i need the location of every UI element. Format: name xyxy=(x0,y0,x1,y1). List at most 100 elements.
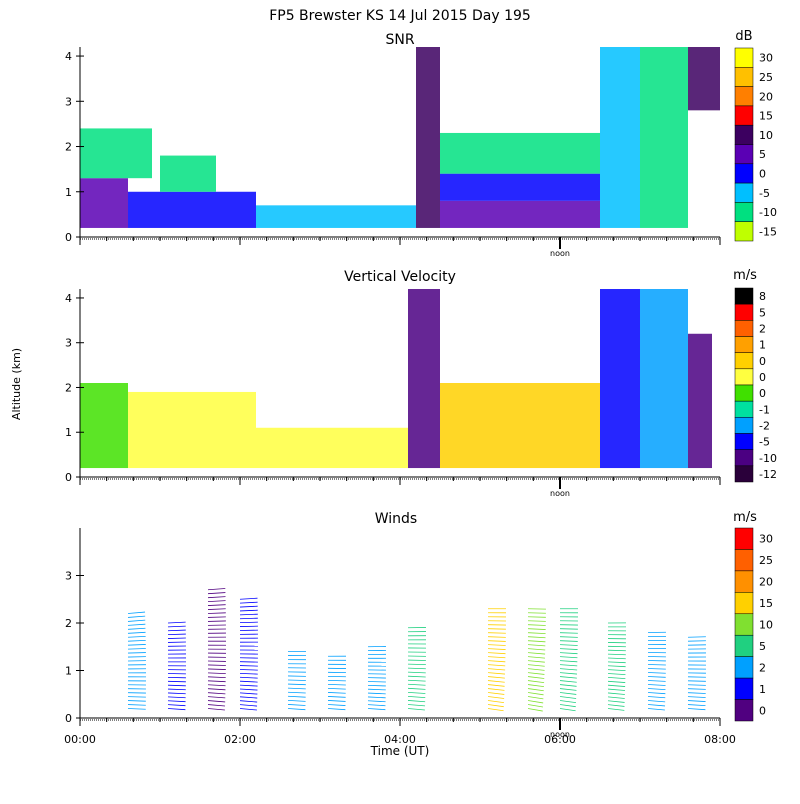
colorbar-swatch-snr xyxy=(735,222,753,241)
colorbar-label-vertical-velocity: 0 xyxy=(759,371,766,384)
colorbar-label-vertical-velocity: -2 xyxy=(759,419,770,432)
colorbar-swatch-snr xyxy=(735,202,753,221)
colorbar-swatch-winds xyxy=(735,657,753,678)
colorbar-label-vertical-velocity: 5 xyxy=(759,306,766,319)
colorbar-label-vertical-velocity: 0 xyxy=(759,387,766,400)
colorbar-swatch-vertical-velocity xyxy=(735,304,753,320)
colorbar-label-snr: 20 xyxy=(759,90,773,103)
wind-barb xyxy=(688,681,706,682)
colorbar-label-vertical-velocity: 2 xyxy=(759,322,766,335)
y-tick-label-winds: 3 xyxy=(65,570,72,583)
panel-title-winds: Winds xyxy=(375,511,417,527)
field-patch-snr-4 xyxy=(256,205,416,228)
colorbar-swatch-winds xyxy=(735,678,753,699)
wind-barb xyxy=(208,665,226,666)
x-axis-label: Time (UT) xyxy=(370,744,430,758)
wind-barb xyxy=(128,697,146,698)
x-tick-label: 00:00 xyxy=(64,733,96,746)
colorbar-label-snr: 10 xyxy=(759,129,773,142)
colorbar-label-snr: 5 xyxy=(759,148,766,161)
y-tick-label-winds: 1 xyxy=(65,665,72,678)
colorbar-swatch-winds xyxy=(735,528,753,549)
colorbar-label-snr: 30 xyxy=(759,52,773,65)
wind-barb xyxy=(488,633,506,634)
y-tick-label-vertical-velocity: 4 xyxy=(65,292,72,305)
y-tick-label-vertical-velocity: 1 xyxy=(65,426,72,439)
colorbar-label-winds: 5 xyxy=(759,640,766,653)
field-patch-snr-11 xyxy=(688,47,720,110)
colorbar-swatch-vertical-velocity xyxy=(735,353,753,369)
wind-barb xyxy=(240,622,258,623)
wind-barb xyxy=(168,681,186,682)
colorbar-units-vertical-velocity: m/s xyxy=(733,268,757,283)
colorbar-label-winds: 1 xyxy=(759,683,766,696)
wind-barb xyxy=(560,633,578,634)
colorbar-units-snr: dB xyxy=(735,29,752,44)
colorbar-units-winds: m/s xyxy=(733,510,757,525)
field-patch-snr-6 xyxy=(440,201,600,228)
colorbar-swatch-snr xyxy=(735,164,753,183)
colorbar-swatch-winds xyxy=(735,592,753,613)
panel-title-vertical-velocity: Vertical Velocity xyxy=(344,269,456,285)
wind-barb xyxy=(240,666,258,667)
colorbar-label-snr: -5 xyxy=(759,187,770,200)
colorbar-swatch-winds xyxy=(735,635,753,656)
colorbar-swatch-snr xyxy=(735,125,753,144)
field-patch-snr-9 xyxy=(600,47,640,228)
y-tick-label-snr: 3 xyxy=(65,95,72,108)
field-patch-vertical-velocity-2 xyxy=(256,428,408,468)
colorbar-swatch-vertical-velocity xyxy=(735,466,753,482)
field-patch-vertical-velocity-7 xyxy=(688,334,712,468)
colorbar-label-winds: 0 xyxy=(759,704,766,717)
wind-barb xyxy=(688,637,706,638)
colorbar-swatch-winds xyxy=(735,571,753,592)
colorbar-swatch-vertical-velocity xyxy=(735,417,753,433)
panel-title-snr: SNR xyxy=(385,32,414,48)
colorbar-label-winds: 10 xyxy=(759,619,773,632)
wind-barb xyxy=(208,621,226,622)
colorbar-label-winds: 30 xyxy=(759,533,773,546)
colorbar-swatch-snr xyxy=(735,48,753,67)
colorbar-swatch-vertical-velocity xyxy=(735,434,753,450)
y-tick-label-snr: 4 xyxy=(65,50,72,63)
wind-barb xyxy=(328,680,346,681)
colorbar-swatch-vertical-velocity xyxy=(735,385,753,401)
wind-barb xyxy=(128,653,146,654)
field-patch-vertical-velocity-5 xyxy=(600,289,640,468)
colorbar-swatch-vertical-velocity xyxy=(735,450,753,466)
colorbar-label-winds: 20 xyxy=(759,576,773,589)
colorbar-swatch-vertical-velocity xyxy=(735,320,753,336)
field-patch-snr-3 xyxy=(160,156,216,192)
x-tick-label: 02:00 xyxy=(224,733,256,746)
colorbar-swatch-vertical-velocity xyxy=(735,337,753,353)
field-patch-snr-7 xyxy=(440,174,600,201)
field-patch-vertical-velocity-0 xyxy=(80,383,128,468)
colorbar-label-vertical-velocity: 8 xyxy=(759,290,766,303)
y-tick-label-winds: 0 xyxy=(65,712,72,725)
colorbar-label-vertical-velocity: 1 xyxy=(759,339,766,352)
colorbar-label-winds: 15 xyxy=(759,597,773,610)
y-axis-label: Altitude (km) xyxy=(10,348,23,420)
y-tick-label-snr: 0 xyxy=(65,231,72,244)
colorbar-label-snr: -10 xyxy=(759,206,777,219)
wind-barb xyxy=(608,650,626,651)
colorbar-label-snr: 15 xyxy=(759,110,773,123)
y-tick-label-vertical-velocity: 3 xyxy=(65,337,72,350)
colorbar-swatch-vertical-velocity xyxy=(735,288,753,304)
y-tick-label-winds: 2 xyxy=(65,617,72,630)
wind-barb xyxy=(368,681,386,682)
colorbar-label-snr: -15 xyxy=(759,225,777,238)
field-patch-snr-1 xyxy=(80,128,152,178)
field-patch-vertical-velocity-1 xyxy=(128,392,256,468)
y-tick-label-snr: 2 xyxy=(65,141,72,154)
y-tick-label-snr: 1 xyxy=(65,186,72,199)
colorbar-label-winds: 2 xyxy=(759,661,766,674)
field-patch-snr-0 xyxy=(80,178,128,228)
x-tick-label: 04:00 xyxy=(384,733,416,746)
x-tick-label: 08:00 xyxy=(704,733,736,746)
wind-barb xyxy=(168,638,186,639)
colorbar-swatch-vertical-velocity xyxy=(735,369,753,385)
field-patch-snr-2 xyxy=(128,192,256,228)
